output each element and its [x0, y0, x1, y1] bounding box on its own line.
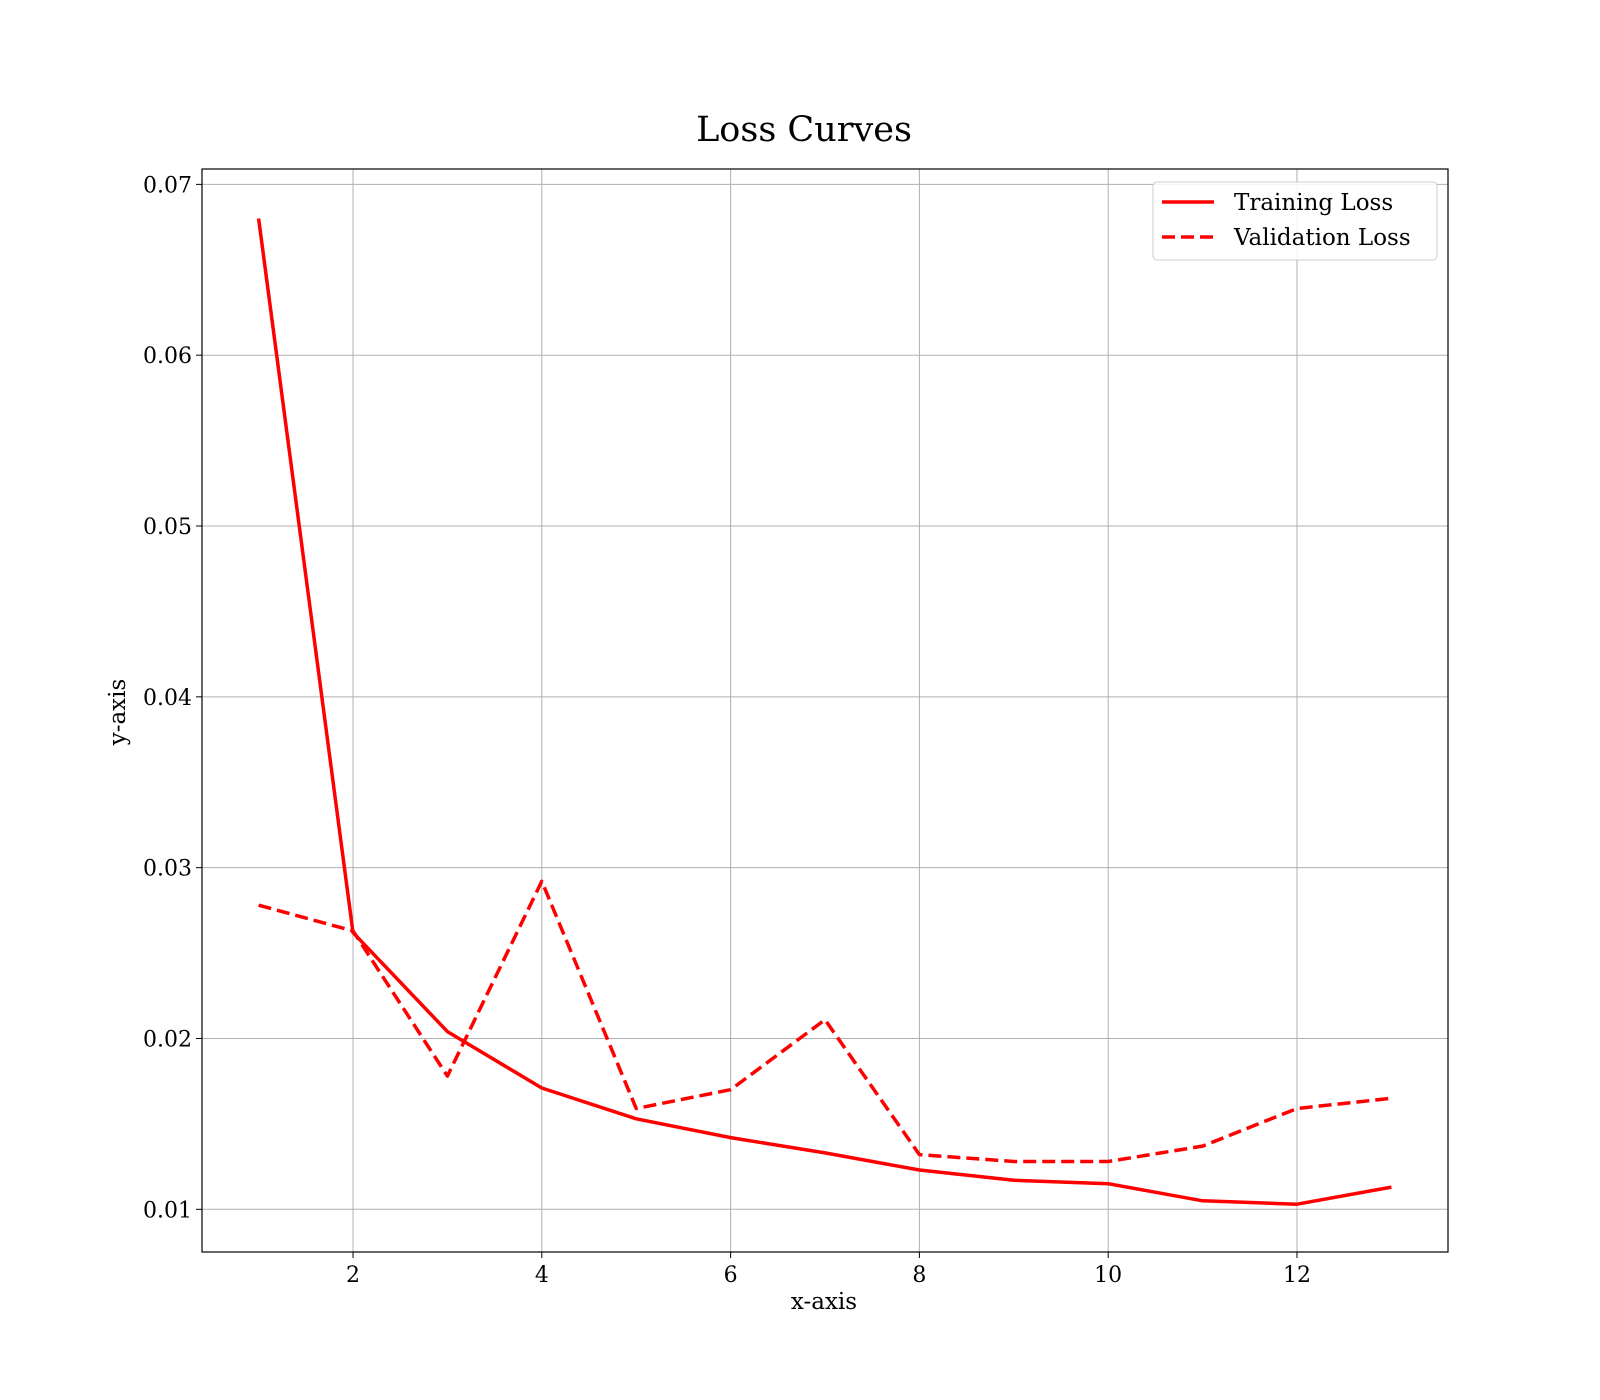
y-tick-label: 0.01 — [143, 1198, 192, 1223]
training-loss-line — [256, 218, 1392, 1206]
axis-ticks: 2 4 6 8 10 12 0.01 0.02 0.03 0.04 0.05 0.06 0.07 — [143, 173, 1311, 1288]
y-tick-label: 0.06 — [143, 344, 192, 369]
plot-area-frame — [201, 168, 1449, 1253]
series-lines — [256, 218, 1392, 1206]
x-tick-label: 8 — [912, 1263, 926, 1288]
y-axis-label: y-axis — [105, 679, 131, 747]
y-tick-label: 0.04 — [143, 686, 192, 711]
y-tick-label: 0.03 — [143, 857, 192, 882]
legend-label: Validation Loss — [1233, 225, 1411, 251]
x-tick-label: 10 — [1094, 1263, 1122, 1288]
validation-loss-line — [258, 879, 1392, 1164]
y-tick-label: 0.07 — [143, 173, 192, 198]
legend: Training Loss Validation Loss — [1152, 181, 1438, 261]
chart-title: Loss Curves — [696, 110, 912, 150]
grid — [202, 169, 1448, 1252]
x-tick-label: 2 — [346, 1263, 360, 1288]
y-tick-label: 0.05 — [143, 515, 192, 540]
legend-box — [1152, 181, 1438, 261]
x-axis-label: x-axis — [791, 1289, 857, 1315]
legend-label: Training Loss — [1234, 190, 1393, 216]
x-tick-label: 12 — [1283, 1263, 1311, 1288]
x-tick-label: 4 — [535, 1263, 549, 1288]
x-tick-label: 6 — [724, 1263, 738, 1288]
y-tick-label: 0.02 — [143, 1027, 192, 1052]
